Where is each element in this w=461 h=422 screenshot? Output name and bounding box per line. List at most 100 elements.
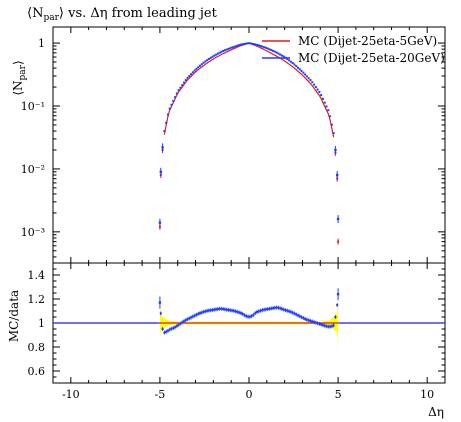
ratio-series-2-point — [270, 307, 273, 310]
series-2-point — [270, 49, 273, 52]
ratio-series-2-point — [305, 318, 308, 321]
ratio-series-2-point — [288, 310, 291, 313]
series-2-point — [316, 88, 319, 91]
main-plot-ticks: 1 10⁻¹ 10⁻² 10⁻³ — [21, 27, 446, 263]
series-2-point — [243, 42, 246, 45]
chart-title: ⟨Npar⟩ vs. Δη from leading jet — [27, 6, 218, 23]
series-2-point — [223, 49, 226, 52]
series-2-point — [311, 81, 314, 84]
ylabel-main: ⟨N — [11, 80, 25, 95]
ratio-series-2-point — [259, 309, 262, 312]
ratio-series-2-point — [195, 313, 198, 316]
ratio-series-2-point — [321, 324, 324, 327]
series-2-point — [275, 51, 278, 54]
ratio-y-axis-label: MC/data — [7, 290, 21, 342]
ratio-y-tick-label: 0.6 — [28, 365, 46, 378]
ratio-series-2-point — [268, 307, 271, 310]
x-tick-label: -5 — [155, 388, 166, 401]
main-y-tick-label: 1 — [38, 37, 45, 50]
ratio-series-2-point — [332, 324, 335, 327]
series-2-point — [314, 86, 317, 89]
ratio-series-2-point — [307, 319, 310, 322]
series-2-point — [177, 89, 180, 92]
series-2-point — [190, 73, 193, 76]
x-tick-label: 5 — [335, 388, 342, 401]
legend-label-series-2: MC (Dijet-25eta-20GeV) — [298, 51, 445, 65]
ratio-series-2-point — [209, 309, 212, 312]
ratio-series-2-point — [273, 306, 276, 309]
ratio-series-2-point — [206, 309, 209, 312]
ratio-series-2-point — [264, 308, 267, 311]
ratio-series-2-point — [291, 311, 294, 314]
ratio-series-2-point — [266, 308, 269, 311]
series-2-point — [161, 146, 164, 149]
ratio-plot-series — [53, 288, 445, 345]
ratio-series-2-point — [232, 309, 235, 312]
ratio-series-2-point — [174, 326, 177, 329]
series-2-point — [288, 59, 291, 62]
series-2-point — [199, 64, 201, 67]
series-2-point — [268, 48, 271, 51]
series-2-point — [279, 53, 282, 56]
ratio-series-2-point — [252, 313, 255, 316]
series-1-point-marker — [337, 240, 340, 243]
series-2-point — [218, 51, 221, 54]
ratio-series-2-point — [300, 316, 303, 319]
series-2-point — [188, 75, 191, 78]
ratio-series-2-point — [280, 307, 283, 310]
series-2-point — [170, 103, 173, 106]
series-2-point — [264, 46, 267, 49]
series-2-point — [248, 42, 251, 45]
ratio-series-2-point — [282, 308, 285, 311]
ratio-series-2-point — [286, 309, 289, 312]
ratio-series-2-point — [170, 327, 173, 330]
main-y-tick-label: 10⁻¹ — [21, 100, 45, 113]
ratio-series-2-point — [200, 311, 203, 314]
ratio-series-2-point — [248, 315, 251, 318]
ratio-series-2-point — [172, 327, 175, 330]
main-plot-series — [158, 42, 340, 245]
series-2-point — [302, 71, 305, 74]
ratio-series-2-point — [186, 318, 189, 321]
ratio-series-2-point — [161, 328, 164, 330]
series-2-point — [295, 65, 298, 68]
ratio-series-2-point — [250, 315, 253, 318]
series-2-point — [227, 47, 230, 50]
ratio-series-2-point — [227, 308, 230, 311]
ratio-series-2-point — [298, 315, 301, 318]
ratio-series-2-point — [191, 315, 194, 318]
series-2-point — [245, 42, 248, 45]
series-2-point — [256, 43, 259, 46]
ratio-series-2-point — [207, 309, 210, 312]
ratio-series-2-point — [272, 307, 275, 310]
series-2-point — [231, 46, 234, 49]
series-2-point — [282, 55, 285, 58]
series-2-point — [250, 42, 253, 45]
main-y-tick-label: 10⁻² — [21, 163, 45, 176]
ratio-series-2-point — [222, 308, 225, 311]
ratio-series-2-point — [163, 331, 166, 334]
series-2-point — [234, 45, 237, 48]
series-2-point — [165, 121, 168, 124]
series-2-point — [323, 101, 326, 104]
ratio-series-2-point — [314, 321, 317, 324]
ratio-series-2-point — [256, 310, 259, 313]
series-2-point — [193, 69, 196, 72]
ratio-series-2-point — [247, 315, 250, 318]
series-2-point — [259, 44, 262, 47]
series-2-point — [313, 83, 316, 86]
ratio-series-2-point — [336, 304, 339, 306]
series-2-point — [336, 173, 339, 177]
series-2-point — [272, 49, 275, 52]
ratio-series-2-point — [297, 314, 299, 317]
ratio-plot-ticks: -10 -5 0 5 10 0.6 0.8 1 1.2 1.4 — [28, 262, 446, 401]
ratio-series-2-point — [181, 321, 184, 324]
ratio-series-2-point — [184, 319, 187, 322]
series-2-point — [309, 79, 312, 82]
ratio-series-2-point — [159, 312, 162, 315]
series-2-point — [334, 148, 337, 152]
series-2-point — [206, 59, 209, 62]
ratio-series-2-point — [263, 308, 266, 311]
ratio-series-2-point — [229, 309, 232, 312]
ratio-series-2-point — [213, 308, 216, 311]
